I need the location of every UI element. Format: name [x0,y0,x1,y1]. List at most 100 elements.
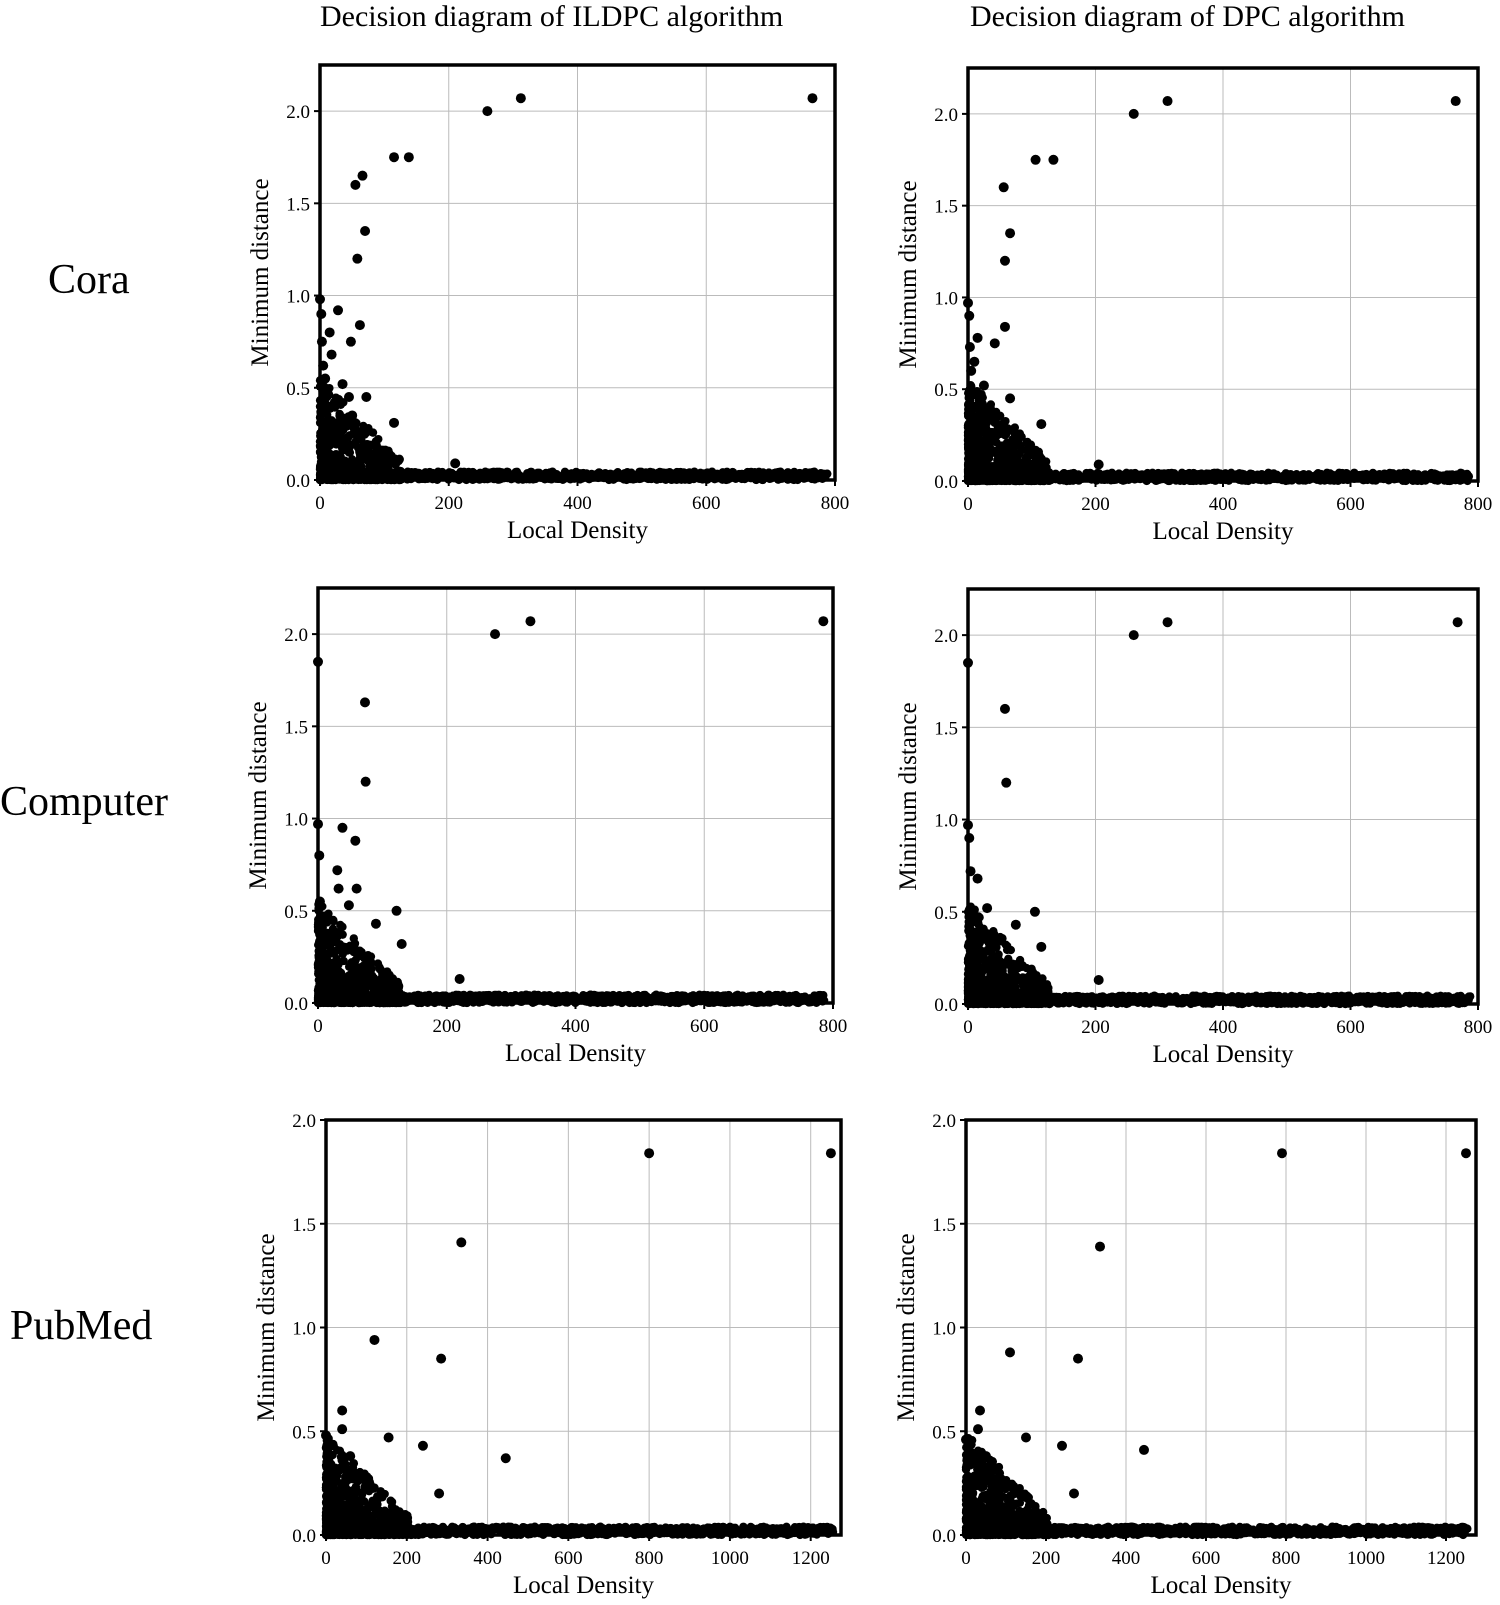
dense-point [537,993,545,1001]
dense-point [346,979,354,987]
dense-point [364,991,372,999]
y-axis-label: Minimum distance [247,178,274,366]
data-point [1005,393,1015,403]
dense-point [1463,470,1471,478]
data-point [333,305,343,315]
dense-point [542,469,550,477]
dense-point [561,994,569,1002]
dense-point [1158,472,1166,480]
data-point [397,939,407,949]
data-point [1163,96,1173,106]
dense-point [1033,464,1041,472]
y-tick-label: 0.5 [286,379,310,400]
data-point [490,629,500,639]
dense-point [620,469,628,477]
y-axis-label: Minimum distance [895,180,922,368]
dense-point [637,993,645,1001]
data-point [1094,459,1104,469]
dense-point [704,994,712,1002]
dense-point [663,469,671,477]
dense-points [314,900,829,1007]
dense-point [366,462,374,470]
data-point [352,884,362,894]
data-point [360,226,370,236]
data-point [325,327,335,337]
dense-point [1022,454,1030,462]
x-tick-label: 600 [1336,494,1365,515]
dense-point [801,992,809,1000]
dense-point [603,991,611,999]
dense-point [357,435,365,443]
dense-point [975,464,983,472]
data-point [361,777,371,787]
dense-point [329,938,337,946]
dense-point [993,450,1001,458]
data-point [332,865,342,875]
data-point [525,616,535,626]
data-point [1129,109,1139,119]
dense-point [976,443,984,451]
dense-point [384,460,392,468]
data-point [334,884,344,894]
x-tick-label: 800 [819,1016,848,1037]
dense-point [464,470,472,478]
dense-point [761,469,769,477]
data-point [1005,228,1015,238]
dense-point [1067,469,1075,477]
dense-point [646,470,654,478]
dense-point [978,424,986,432]
data-point [371,919,381,929]
dense-point [1167,469,1175,477]
data-point [355,320,365,330]
data-point [357,171,367,181]
y-tick-label: 1.5 [934,197,958,218]
dense-point [1010,434,1018,442]
dense-point [330,467,338,475]
data-point [337,823,347,833]
dense-points [964,381,1473,485]
y-tick-label: 1.5 [284,717,308,738]
data-point [338,379,348,389]
dense-point [360,984,368,992]
data-point [346,337,356,347]
dense-point [975,433,983,441]
dense-point [1421,470,1429,478]
x-tick-label: 400 [563,493,592,514]
dense-point [355,977,363,985]
dense-point [385,468,393,476]
dense-point [322,401,330,409]
dense-point [1134,471,1142,479]
dense-point [1093,469,1101,477]
row-label-computer: Computer [0,778,168,826]
dense-point [782,470,790,478]
dense-point [551,993,559,1001]
data-point [990,338,1000,348]
data-point [389,418,399,428]
x-tick-label: 600 [690,1016,719,1037]
dense-point [348,455,356,463]
y-tick-label: 0.0 [284,994,308,1015]
dense-point [622,991,630,999]
dense-point [371,455,379,463]
y-tick-label: 0.5 [934,380,958,401]
x-tick-label: 0 [313,1016,323,1037]
x-tick-label: 600 [692,493,721,514]
dense-point [500,470,508,478]
data-point [404,152,414,162]
dense-point [1186,472,1194,480]
dense-point [1086,469,1094,477]
dense-point [561,468,569,476]
dense-point [391,455,399,463]
row-label-pubmed: PubMed [10,1302,152,1350]
dense-points [964,903,1475,1009]
dense-point [425,991,433,999]
dense-point [335,410,343,418]
dense-point [615,994,623,1002]
y-tick-label: 2.0 [934,105,958,126]
data-point [455,974,465,984]
y-tick-label: 0.0 [934,472,958,493]
dense-point [329,420,337,428]
dense-point [336,921,344,929]
data-point [361,392,371,402]
